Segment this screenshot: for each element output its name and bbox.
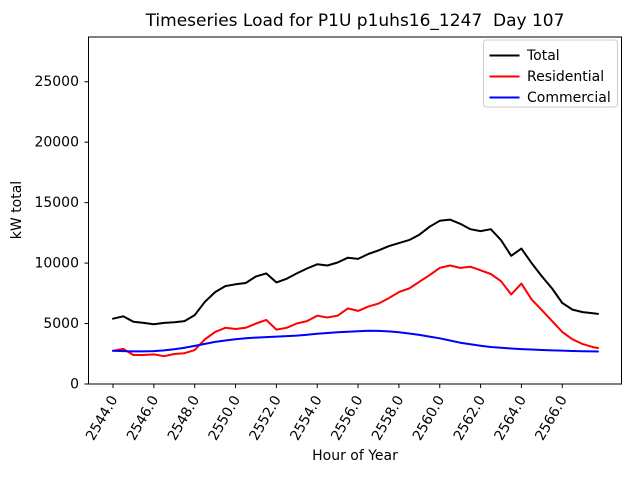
y-axis-label: kW total — [9, 180, 25, 240]
series-total — [112, 218, 599, 326]
y-tick-label: 20000 — [34, 135, 79, 151]
axes-frame — [88, 36, 622, 385]
x-axis: 2544.0 2546.0 2548.0 2550.0 2552.0 2554.0 2556… — [83, 384, 571, 443]
y-axis: 0 5000 10000 15000 20000 25000 — [34, 74, 89, 393]
y-tick-label: 5000 — [43, 316, 79, 332]
legend-item-total: Total — [489, 48, 560, 64]
legend-item-commercial: Commercial — [489, 90, 611, 106]
x-tick-label: 2554.0 — [287, 393, 325, 443]
series-commercial — [112, 329, 599, 353]
x-tick-label: 2558.0 — [369, 393, 407, 443]
y-tick-label: 15000 — [34, 195, 79, 211]
x-axis-label: Hour of Year — [312, 448, 398, 464]
x-tick-label: 2552.0 — [246, 393, 284, 443]
legend: Total Residential Commercial — [483, 39, 618, 108]
x-tick-label: 2566.0 — [532, 393, 570, 443]
x-tick-label: 2564.0 — [492, 393, 530, 443]
y-tick-label: 25000 — [34, 74, 79, 90]
x-tick-label: 2550.0 — [206, 393, 244, 443]
y-tick-label: 10000 — [34, 256, 79, 272]
legend-label: Commercial — [527, 90, 611, 106]
legend-label: Total — [526, 48, 560, 64]
y-tick-label: 0 — [70, 377, 79, 393]
x-tick-label: 2544.0 — [83, 393, 121, 443]
x-tick-label: 2556.0 — [328, 393, 366, 443]
series-residential — [112, 264, 599, 358]
legend-item-residential: Residential — [489, 69, 604, 85]
chart-title: Timeseries Load for P1U p1uhs16_1247 Day… — [145, 11, 565, 31]
x-tick-label: 2562.0 — [451, 393, 489, 443]
x-tick-label: 2560.0 — [410, 393, 448, 443]
legend-box — [483, 39, 618, 108]
x-tick-label: 2548.0 — [165, 393, 203, 443]
legend-label: Residential — [527, 69, 604, 85]
x-tick-label: 2546.0 — [124, 393, 162, 443]
